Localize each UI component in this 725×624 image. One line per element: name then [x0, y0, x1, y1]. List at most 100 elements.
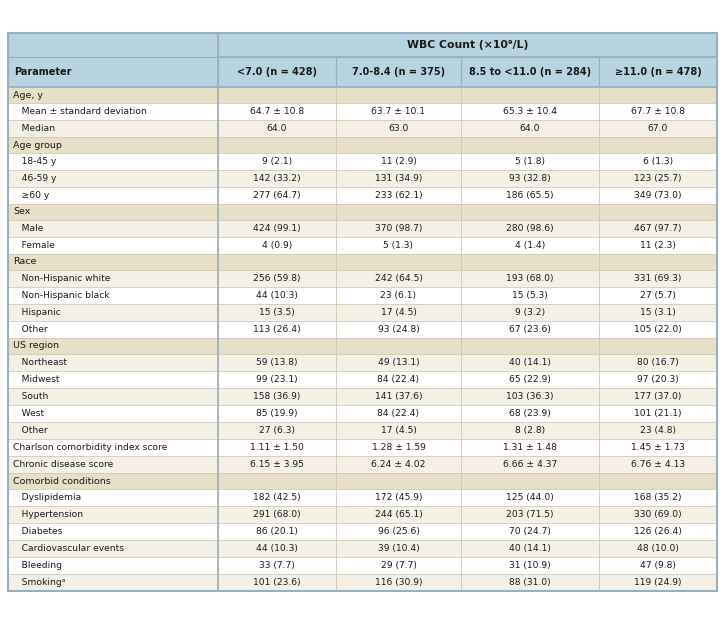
Text: 15 (3.1): 15 (3.1)	[640, 308, 676, 317]
Text: 46-59 y: 46-59 y	[13, 174, 57, 183]
Text: 126 (26.4): 126 (26.4)	[634, 527, 682, 536]
Bar	[8, 338, 218, 354]
Text: 1.45 ± 1.73: 1.45 ± 1.73	[631, 443, 685, 452]
Bar	[218, 321, 336, 338]
Bar	[218, 137, 336, 153]
Text: 15 (5.3): 15 (5.3)	[512, 291, 548, 300]
Bar	[599, 321, 717, 338]
Text: Male: Male	[13, 224, 43, 233]
Bar	[336, 557, 461, 574]
Bar	[218, 338, 336, 354]
Bar	[8, 87, 218, 103]
Text: 9 (3.2): 9 (3.2)	[515, 308, 545, 317]
Bar	[599, 287, 717, 304]
Bar	[218, 489, 336, 506]
Text: 40 (14.1): 40 (14.1)	[509, 358, 551, 367]
Bar	[218, 287, 336, 304]
Bar	[218, 237, 336, 254]
Text: 5 (1.8): 5 (1.8)	[515, 157, 545, 166]
Bar	[336, 422, 461, 439]
Text: Median: Median	[13, 124, 55, 133]
Text: 125 (44.0): 125 (44.0)	[506, 493, 554, 502]
Bar	[8, 321, 218, 338]
Text: 9 (2.1): 9 (2.1)	[262, 157, 292, 166]
Text: 331 (69.3): 331 (69.3)	[634, 274, 682, 283]
Bar	[461, 456, 599, 473]
Text: 15 (3.5): 15 (3.5)	[259, 308, 295, 317]
Bar	[461, 137, 599, 153]
Text: Midwest: Midwest	[13, 375, 59, 384]
Text: 29 (7.7): 29 (7.7)	[381, 561, 416, 570]
Bar	[336, 57, 461, 87]
Bar	[599, 220, 717, 237]
Bar	[599, 557, 717, 574]
Bar	[336, 439, 461, 456]
Text: 123 (25.7): 123 (25.7)	[634, 174, 682, 183]
Bar	[336, 574, 461, 591]
Bar	[461, 557, 599, 574]
Bar	[8, 170, 218, 187]
Bar	[461, 338, 599, 354]
Bar	[218, 220, 336, 237]
Bar	[8, 120, 218, 137]
Text: 65 (22.9): 65 (22.9)	[509, 375, 551, 384]
Bar	[336, 456, 461, 473]
Bar	[461, 371, 599, 388]
Bar	[599, 506, 717, 523]
Bar	[461, 153, 599, 170]
Bar	[336, 371, 461, 388]
Bar	[461, 506, 599, 523]
Text: US region: US region	[13, 341, 59, 351]
Bar	[336, 254, 461, 270]
Bar	[461, 405, 599, 422]
Text: 256 (59.8): 256 (59.8)	[253, 274, 301, 283]
Text: 242 (64.5): 242 (64.5)	[375, 274, 423, 283]
Bar	[336, 354, 461, 371]
Text: 88 (31.0): 88 (31.0)	[509, 578, 551, 587]
Bar	[336, 388, 461, 405]
Text: Northeast: Northeast	[13, 358, 67, 367]
Bar	[336, 220, 461, 237]
Text: 44 (10.3): 44 (10.3)	[256, 544, 298, 553]
Bar	[336, 270, 461, 287]
Text: 27 (5.7): 27 (5.7)	[640, 291, 676, 300]
Bar	[218, 506, 336, 523]
Text: 48 (10.0): 48 (10.0)	[637, 544, 679, 553]
Text: Smokingᵃ: Smokingᵃ	[13, 578, 65, 587]
Bar	[461, 574, 599, 591]
Text: 277 (64.7): 277 (64.7)	[253, 191, 301, 200]
Bar	[336, 338, 461, 354]
Bar	[8, 304, 218, 321]
Bar	[218, 120, 336, 137]
Text: 370 (98.7): 370 (98.7)	[375, 224, 422, 233]
Bar	[218, 422, 336, 439]
Text: 27 (6.3): 27 (6.3)	[259, 426, 295, 435]
Bar	[336, 204, 461, 220]
Bar	[336, 506, 461, 523]
Bar	[599, 103, 717, 120]
Bar	[461, 422, 599, 439]
Bar	[461, 388, 599, 405]
Bar	[599, 270, 717, 287]
Text: West: West	[13, 409, 44, 418]
Bar	[8, 439, 218, 456]
Bar	[461, 523, 599, 540]
Bar	[218, 354, 336, 371]
Text: 63.7 ± 10.1: 63.7 ± 10.1	[371, 107, 426, 116]
Bar	[218, 540, 336, 557]
Bar	[461, 237, 599, 254]
Bar	[599, 439, 717, 456]
Bar	[599, 57, 717, 87]
Text: 17 (4.5): 17 (4.5)	[381, 426, 416, 435]
Text: 119 (24.9): 119 (24.9)	[634, 578, 682, 587]
Bar	[218, 254, 336, 270]
Bar	[461, 103, 599, 120]
Text: Hispanic: Hispanic	[13, 308, 61, 317]
Bar	[599, 540, 717, 557]
Bar	[8, 371, 218, 388]
Bar	[336, 405, 461, 422]
Text: 193 (68.0): 193 (68.0)	[506, 274, 554, 283]
Bar	[461, 354, 599, 371]
Bar	[599, 153, 717, 170]
Bar	[461, 204, 599, 220]
